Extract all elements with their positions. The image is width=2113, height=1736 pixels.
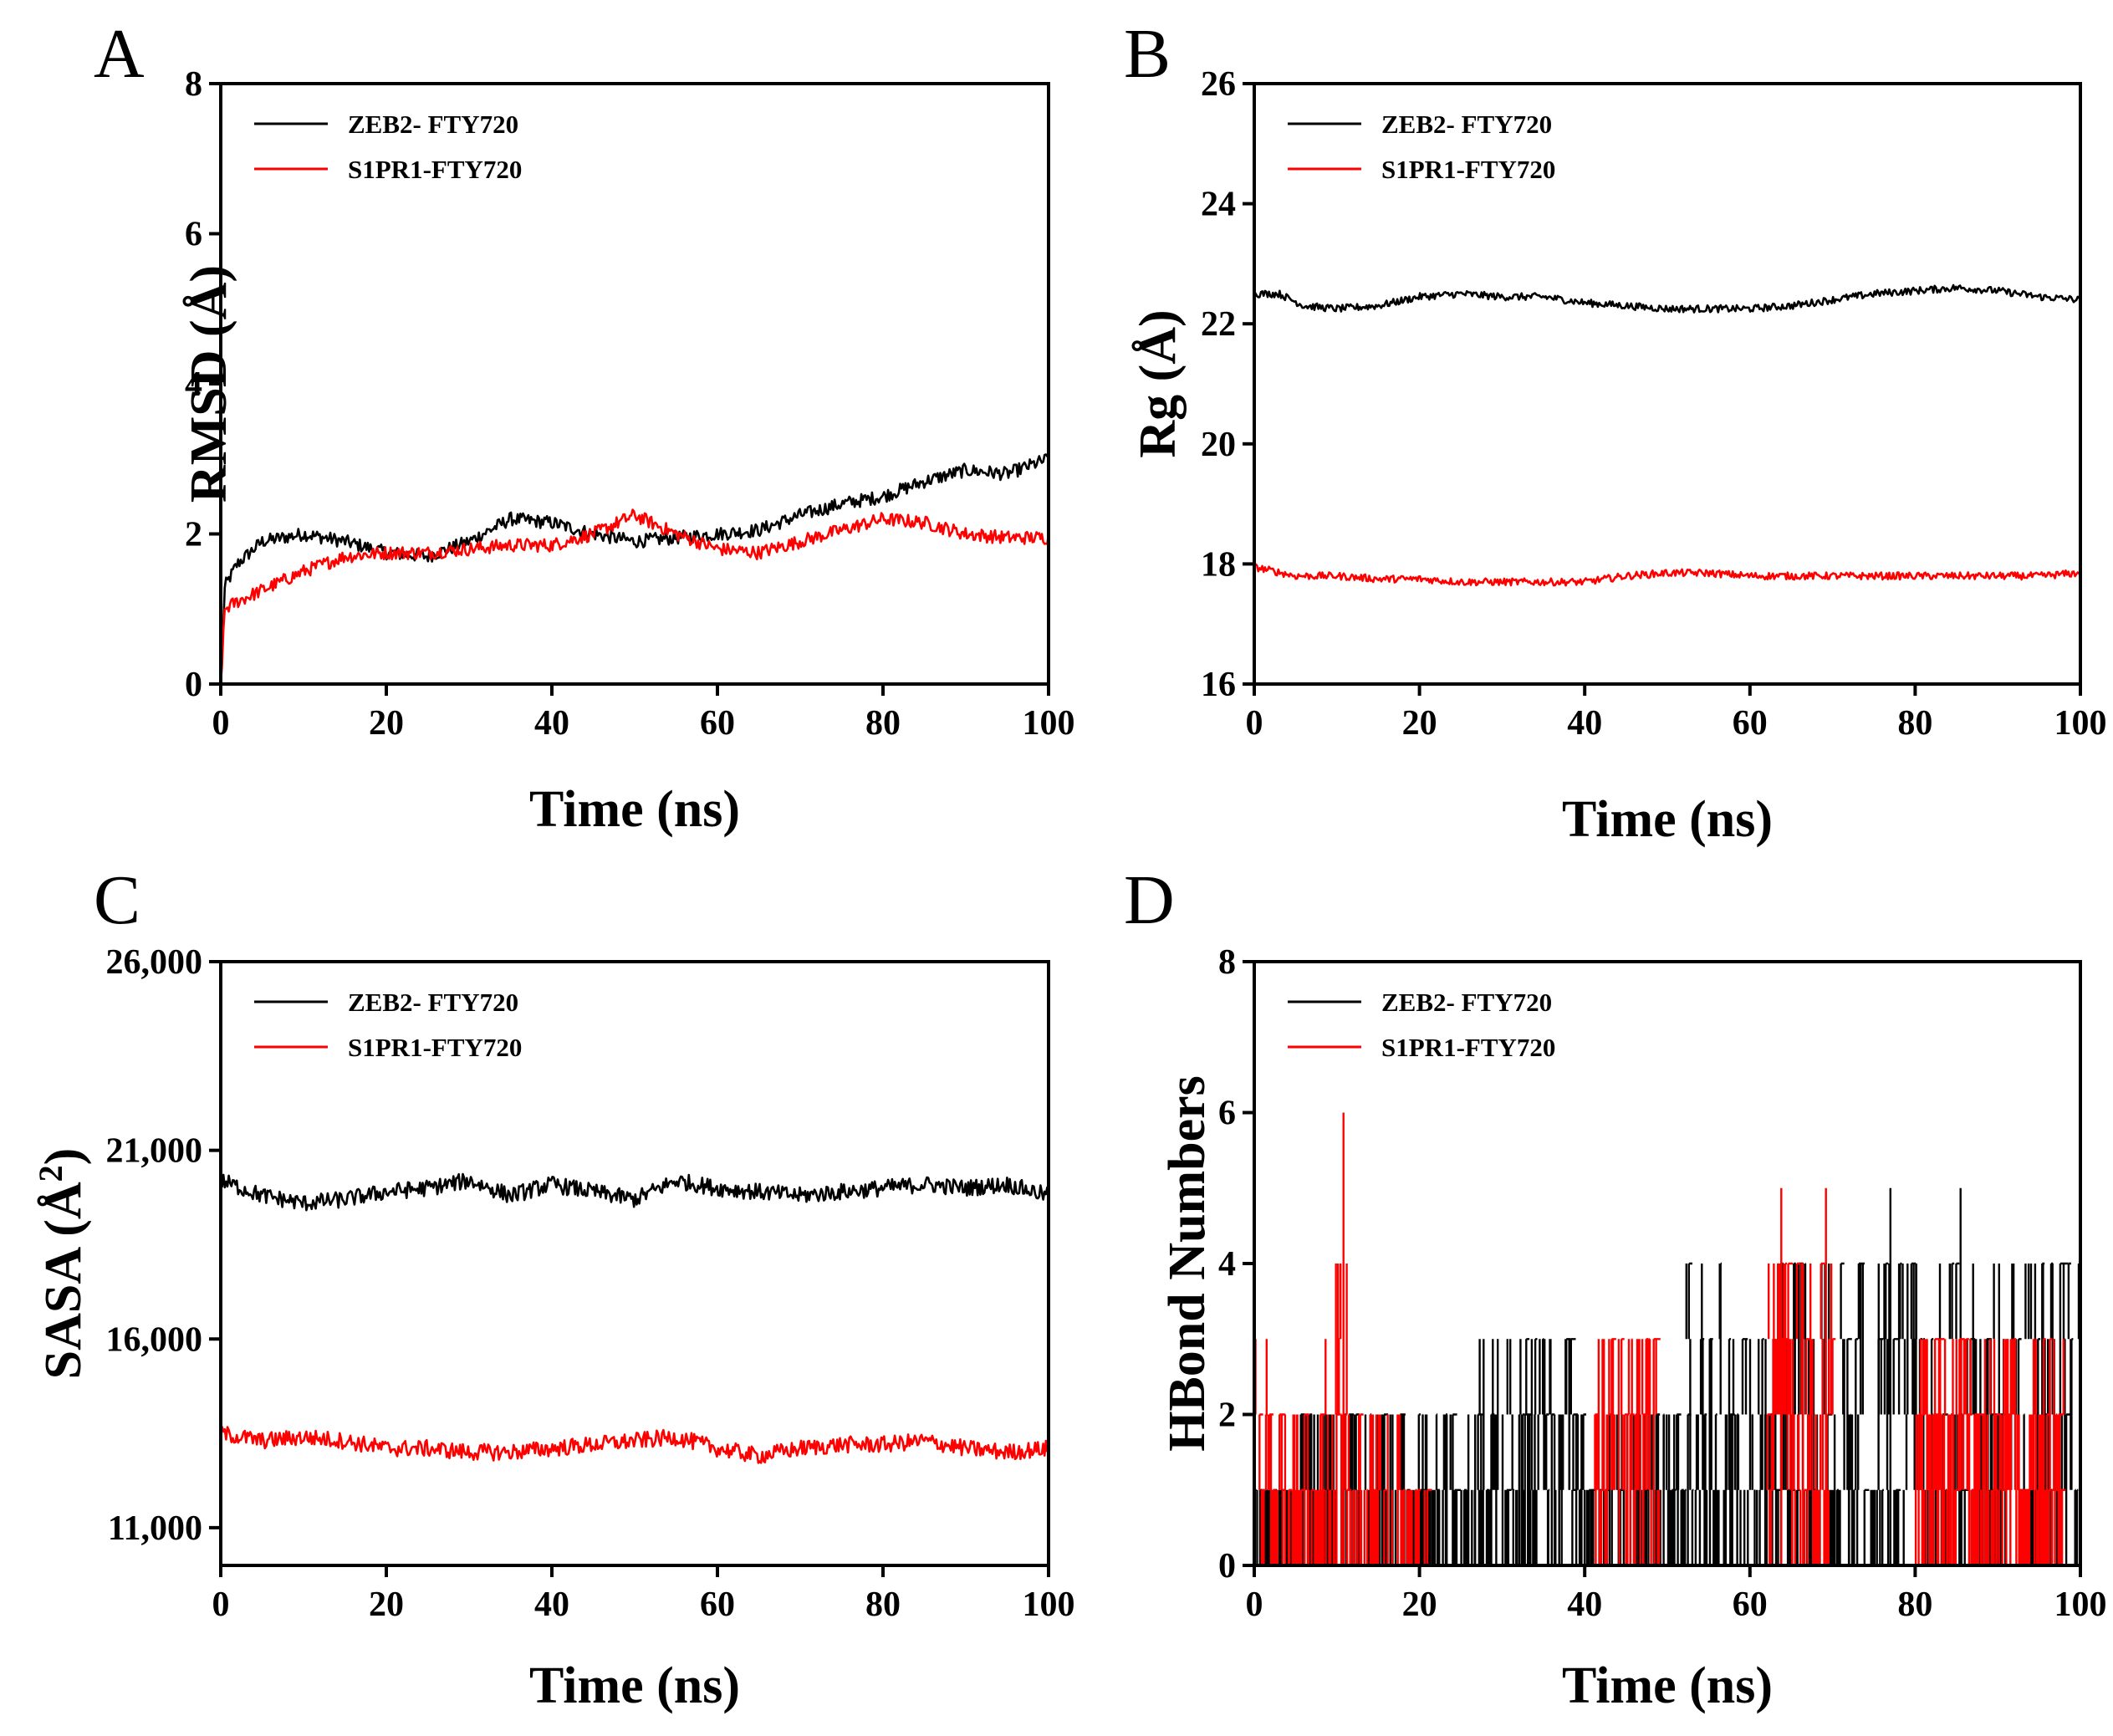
legend-label: S1PR1-FTY720 xyxy=(1381,1033,1555,1062)
x-tick-label: 0 xyxy=(1246,1585,1263,1624)
panel-b: B 16 18 20 22 24 26 0 20 40 60 80 100 Time (ns) Rg (Å)… xyxy=(1124,15,2107,848)
y-tick-label: 4 xyxy=(1218,1245,1236,1284)
y-tick-label: 18 xyxy=(1201,545,1236,584)
x-tick-label: 60 xyxy=(700,1585,735,1624)
panel-c: C 11,000 16,000 21,000 26,000 0 20 40 60 80 100 Tim… xyxy=(32,861,1075,1714)
y-tick-label: 26 xyxy=(1201,65,1236,104)
y-tick-label: 16,000 xyxy=(106,1320,203,1359)
series-zeb2-fty720 xyxy=(219,1172,1050,1212)
plot-frame xyxy=(1253,82,2082,686)
legend: ZEB2- FTY720 S1PR1-FTY720 xyxy=(254,988,522,1062)
x-tick-label: 80 xyxy=(1897,704,1932,743)
y-tick-label: 11,000 xyxy=(108,1509,202,1548)
plot-frame xyxy=(219,82,1050,686)
legend-label: ZEB2- FTY720 xyxy=(348,110,518,139)
y-tick-label: 4 xyxy=(185,365,202,404)
x-tick-label: 40 xyxy=(534,1585,569,1624)
y-tick-label: 8 xyxy=(185,65,202,104)
x-tick-label: 100 xyxy=(1023,704,1075,743)
y-tick-label: 21,000 xyxy=(106,1132,203,1171)
legend-label: ZEB2- FTY720 xyxy=(348,988,518,1017)
y-tick-label: 6 xyxy=(185,216,202,254)
x-axis-title: Time (ns) xyxy=(1562,791,1773,848)
x-tick-label: 80 xyxy=(865,704,901,743)
plot-frame xyxy=(219,960,1050,1567)
x-axis-title: Time (ns) xyxy=(529,1657,740,1714)
panel-label: D xyxy=(1124,861,1175,939)
x-tick-label: 60 xyxy=(1733,704,1768,743)
y-axis-title: Rg (Å) xyxy=(1130,309,1187,457)
x-tick-label: 80 xyxy=(865,1585,901,1624)
y-tick-label: 0 xyxy=(1218,1547,1236,1585)
legend: ZEB2- FTY720 S1PR1-FTY720 xyxy=(254,110,522,184)
x-tick-label: 40 xyxy=(1567,704,1602,743)
y-tick-label: 16 xyxy=(1201,666,1236,704)
panel-label: A xyxy=(94,15,145,93)
legend-label: S1PR1-FTY720 xyxy=(1381,155,1555,184)
x-tick-label: 20 xyxy=(1402,1585,1437,1624)
series-s1pr1-fty720 xyxy=(219,1426,1049,1464)
y-axis-title: SASA (Å2) xyxy=(32,1148,92,1380)
legend-label: S1PR1-FTY720 xyxy=(348,155,522,184)
x-tick-label: 0 xyxy=(212,1585,230,1624)
y-tick-label: 22 xyxy=(1201,305,1236,344)
x-tick-label: 80 xyxy=(1897,1585,1932,1624)
y-tick-label: 8 xyxy=(1218,943,1236,982)
x-tick-label: 60 xyxy=(700,704,735,743)
x-tick-label: 20 xyxy=(369,704,404,743)
series-s1pr1-fty720 xyxy=(219,508,1050,685)
y-tick-label: 6 xyxy=(1218,1095,1236,1133)
legend: ZEB2- FTY720 S1PR1-FTY720 xyxy=(1288,110,1555,184)
x-tick-label: 100 xyxy=(2054,1585,2107,1624)
y-axis-title: HBond Numbers xyxy=(1159,1075,1216,1452)
y-tick-label: 2 xyxy=(185,516,202,554)
y-axis-title: RMSD (Å) xyxy=(181,265,237,503)
x-tick-label: 60 xyxy=(1733,1585,1768,1624)
y-tick-label: 26,000 xyxy=(106,943,203,982)
x-tick-label: 20 xyxy=(1402,704,1437,743)
series-s1pr1-fty720 xyxy=(1254,563,2082,587)
x-tick-label: 0 xyxy=(1246,704,1263,743)
legend-label: S1PR1-FTY720 xyxy=(348,1033,522,1062)
x-axis-title: Time (ns) xyxy=(529,781,740,838)
x-tick-label: 100 xyxy=(1023,1585,1075,1624)
y-tick-label: 2 xyxy=(1218,1396,1236,1435)
x-tick-label: 40 xyxy=(1567,1585,1602,1624)
legend-label: ZEB2- FTY720 xyxy=(1381,988,1552,1017)
y-tick-label: 24 xyxy=(1201,186,1236,224)
legend-label: ZEB2- FTY720 xyxy=(1381,110,1552,139)
panel-label: B xyxy=(1124,15,1171,93)
x-tick-label: 20 xyxy=(369,1585,404,1624)
y-tick-label: 0 xyxy=(185,666,202,704)
x-tick-label: 100 xyxy=(2054,704,2107,743)
series-zeb2-fty720 xyxy=(219,453,1050,685)
panel-label: C xyxy=(94,861,140,939)
y-tick-label: 20 xyxy=(1201,426,1236,464)
x-tick-label: 0 xyxy=(212,704,230,743)
series-zeb2-fty720 xyxy=(1253,283,2082,314)
legend: ZEB2- FTY720 S1PR1-FTY720 xyxy=(1288,988,1555,1062)
x-tick-label: 40 xyxy=(534,704,569,743)
x-axis-title: Time (ns) xyxy=(1562,1657,1773,1714)
